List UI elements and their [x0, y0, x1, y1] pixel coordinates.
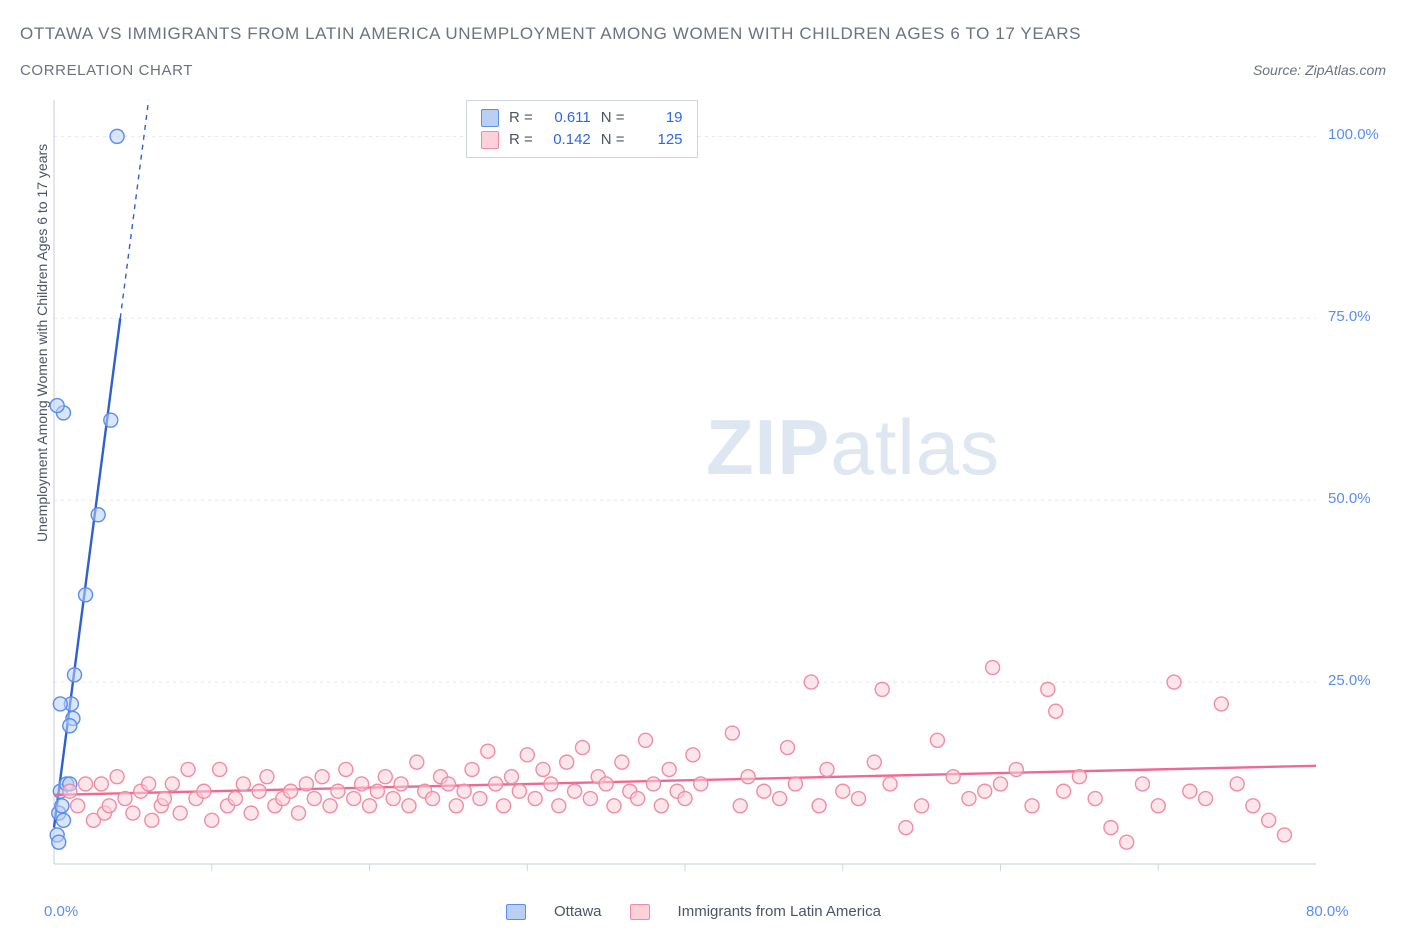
stats-box: R = 0.611 N = 19 R = 0.142 N = 125 — [466, 100, 698, 158]
y-tick: 100.0% — [1328, 126, 1393, 143]
legend-label-latin: Immigrants from Latin America — [678, 903, 881, 920]
stat-r-val-1: 0.611 — [543, 107, 591, 129]
legend-label-ottawa: Ottawa — [554, 903, 602, 920]
scatter-plot — [46, 92, 1386, 892]
chart-subtitle: CORRELATION CHART — [20, 62, 193, 79]
x-tick: 80.0% — [1306, 903, 1349, 920]
source-label: Source: ZipAtlas.com — [1253, 62, 1386, 78]
stat-n-val-2: 125 — [635, 129, 683, 151]
x-tick: 0.0% — [44, 903, 78, 920]
chart-title: OTTAWA VS IMMIGRANTS FROM LATIN AMERICA … — [20, 24, 1081, 44]
stat-r-val-2: 0.142 — [543, 129, 591, 151]
y-tick: 75.0% — [1328, 308, 1393, 325]
stats-row-latin: R = 0.142 N = 125 — [481, 129, 683, 151]
stat-n-val-1: 19 — [635, 107, 683, 129]
stats-row-ottawa: R = 0.611 N = 19 — [481, 107, 683, 129]
stat-n-label-1: N = — [601, 107, 625, 129]
stat-r-label-1: R = — [509, 107, 533, 129]
chart-area: Unemployment Among Women with Children A… — [46, 92, 1386, 892]
legend-swatch-ottawa — [506, 904, 526, 920]
y-tick: 50.0% — [1328, 490, 1393, 507]
stat-r-label-2: R = — [509, 129, 533, 151]
legend-swatch-latin — [630, 904, 650, 920]
swatch-latin — [481, 131, 499, 149]
swatch-ottawa — [481, 109, 499, 127]
bottom-legend: Ottawa Immigrants from Latin America — [506, 903, 881, 920]
stat-n-label-2: N = — [601, 129, 625, 151]
y-tick: 25.0% — [1328, 672, 1393, 689]
